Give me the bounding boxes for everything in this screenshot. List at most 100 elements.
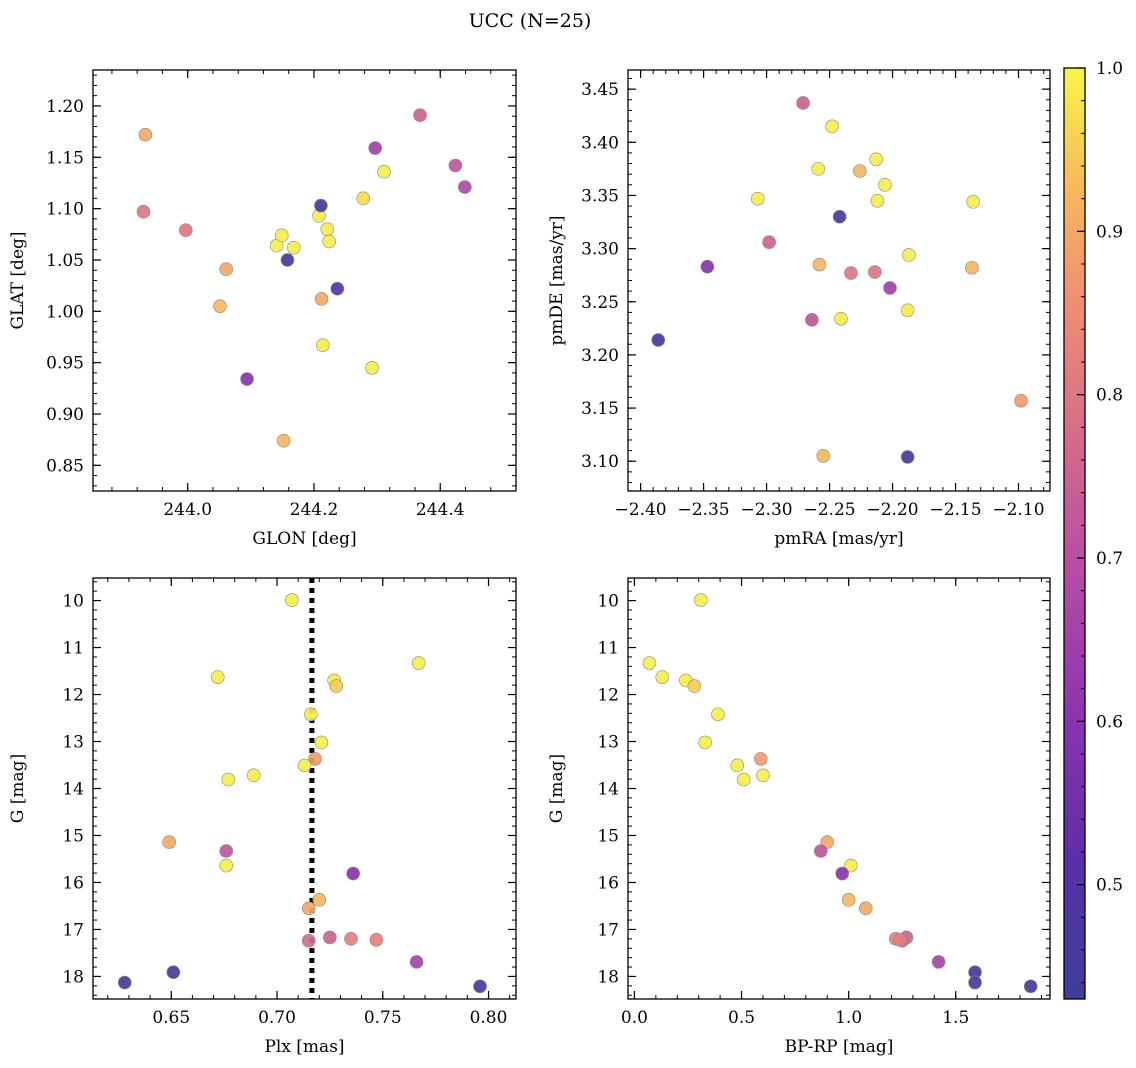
y-tick-label: 16 (62, 873, 84, 893)
scatter-point (276, 433, 291, 448)
scatter-point (834, 311, 848, 326)
x-tick-label: 0.65 (152, 1008, 190, 1028)
scatter-point (329, 679, 344, 693)
x-axis-label: Plx [mas] (264, 1037, 344, 1057)
x-tick-label: −2.15 (929, 500, 981, 520)
plx-g-panel: 0.65 0.70 0.75 0.80 10 11 12 13 14 15 16 17 18 Plx [m… (8, 577, 517, 1057)
y-tick-label: 14 (597, 780, 619, 800)
scatter-point (316, 338, 330, 352)
y-axis-label: GLAT [deg] (8, 231, 28, 329)
scatter-point (736, 772, 751, 787)
scatter-point (754, 752, 768, 766)
scatter-point (286, 240, 301, 255)
y-tick-label: 16 (597, 873, 619, 893)
scatter-point (796, 96, 810, 110)
color-magnitude-panel: 0.0 0.5 1.0 1.5 10 11 12 13 14 15 16 17 18 BP-RP [mag… (547, 577, 1051, 1057)
scatter-point (210, 670, 225, 684)
scatter-point (883, 281, 897, 295)
axes-frame (627, 577, 1051, 1000)
scatter-point (878, 178, 892, 192)
scatter-point (870, 193, 885, 208)
scatter-point (1023, 979, 1038, 994)
scatter-point (900, 450, 915, 464)
y-tick-label: 13 (597, 733, 619, 753)
scatter-point (356, 191, 371, 206)
y-axis-label: G [mag] (8, 754, 28, 823)
x-tick-label: 244.4 (416, 500, 465, 520)
scatter-point (297, 758, 312, 773)
x-axis-label: BP-RP [mag] (785, 1037, 894, 1057)
scatter-point (1014, 393, 1028, 408)
x-tick-label: 0.5 (728, 1008, 755, 1028)
x-tick-label: −2.30 (741, 500, 793, 520)
y-tick-label: 12 (62, 686, 84, 706)
y-tick-label: 3.35 (581, 186, 619, 206)
scatter-point (368, 141, 383, 155)
scatter-point (841, 893, 856, 907)
scatter-point (473, 979, 487, 994)
scatter-point (314, 735, 329, 750)
x-axis-label: GLON [deg] (252, 529, 356, 549)
y-tick-label: 3.10 (581, 452, 619, 472)
scatter-point (411, 656, 426, 670)
scatter-point (687, 679, 702, 693)
pmra-pmde-panel: −2.40 −2.35 −2.30 −2.25 −2.20 −2.15 −2.10 3.10 3… (547, 69, 1051, 549)
y-tick-label: 11 (62, 639, 84, 659)
scatter-point (844, 266, 858, 280)
scatter-point (931, 955, 946, 969)
y-tick-label: 18 (597, 967, 619, 987)
scatter-point (344, 932, 358, 946)
scatter-point (322, 234, 336, 249)
y-axis-label: G [mag] (547, 754, 567, 823)
y-tick-label: 18 (62, 967, 84, 987)
scatter-point (968, 975, 982, 990)
colorbar-gradient (1064, 68, 1085, 999)
scatter-point (651, 333, 666, 347)
scatter-point (219, 844, 234, 858)
scatter-point (730, 758, 745, 773)
colorbar-tick-label: 0.5 (1096, 876, 1123, 896)
colorbar-tick-label: 1.0 (1096, 59, 1123, 79)
scatter-point (314, 198, 328, 213)
scatter-point (843, 858, 858, 873)
scatter-point (869, 152, 883, 167)
y-axis-label: pmDE [mas/yr] (547, 215, 567, 345)
scatter-point (893, 932, 907, 947)
scatter-point (756, 768, 770, 783)
y-tick-label: 1.20 (46, 97, 84, 117)
y-tick-label: 3.45 (581, 80, 619, 100)
scatter-point (409, 955, 424, 969)
scatter-point (642, 656, 657, 670)
y-tick-label: 3.40 (581, 133, 619, 153)
scatter-point (966, 195, 980, 209)
scatter-point (852, 164, 867, 178)
scatter-point (274, 228, 289, 243)
x-tick-label: 1.0 (835, 1008, 862, 1028)
x-tick-label: 0.70 (258, 1008, 296, 1028)
scatter-point (219, 858, 234, 873)
x-tick-label: 244.2 (290, 500, 339, 520)
scatter-point (835, 866, 850, 881)
scatter-point (832, 209, 847, 224)
scatter-point (700, 259, 715, 274)
scatter-point (280, 253, 295, 267)
figure-title: UCC (N=25) (469, 10, 592, 32)
y-tick-label: 0.95 (46, 354, 84, 374)
x-tick-label: 1.5 (942, 1008, 969, 1028)
scatter-point (308, 752, 322, 766)
scatter-point (762, 235, 776, 250)
y-tick-label: 17 (62, 920, 84, 940)
scatter-point (330, 281, 345, 296)
scatter-point (812, 257, 827, 272)
scatter-point (805, 313, 819, 327)
y-tick-label: 0.90 (46, 405, 84, 425)
scatter-point (162, 835, 176, 849)
scatter-point (301, 933, 316, 948)
x-tick-label: −2.40 (615, 500, 667, 520)
y-tick-label: 15 (62, 826, 84, 846)
y-tick-label: 1.10 (46, 200, 84, 220)
y-tick-label: 17 (597, 920, 619, 940)
scatter-point (221, 772, 236, 787)
x-tick-label: −2.25 (803, 500, 855, 520)
scatter-point (369, 932, 384, 947)
